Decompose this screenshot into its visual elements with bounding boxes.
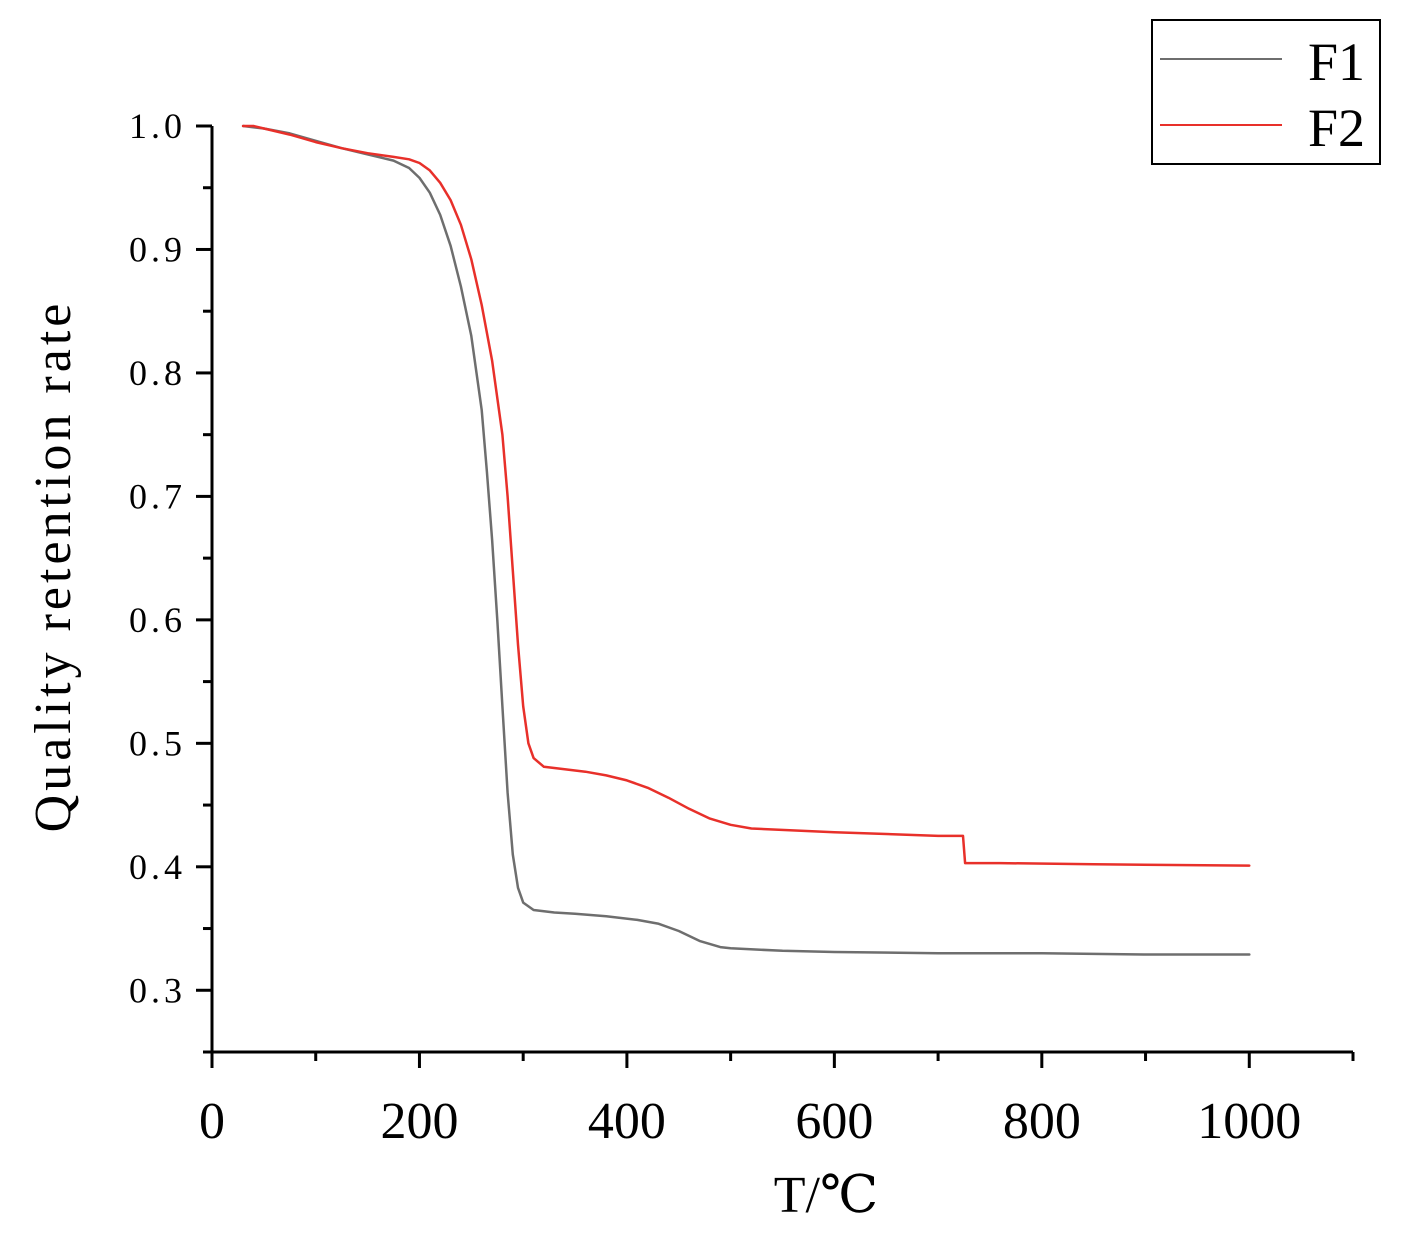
- legend-label-f2: F2: [1308, 98, 1365, 158]
- series-line-f2: [241, 124, 1251, 867]
- y-tick-label: 1.0: [129, 106, 186, 146]
- y-axis-title: Quality retention rate: [25, 300, 82, 833]
- x-tick-label: 1000: [1197, 1093, 1301, 1150]
- y-tick-label: 0.6: [129, 600, 186, 640]
- x-tick-label: 800: [1003, 1093, 1081, 1150]
- x-tick-label: 400: [588, 1093, 666, 1150]
- series-line-f1: [241, 124, 1251, 956]
- y-tick-label: 0.7: [129, 476, 186, 516]
- y-tick-label: 0.3: [129, 970, 186, 1010]
- legend-box: [1151, 19, 1381, 165]
- x-tick-label: 0: [199, 1093, 225, 1150]
- y-tick-label: 0.8: [129, 353, 186, 393]
- series-layer: [241, 124, 1251, 956]
- x-axis-title: T/℃: [774, 1167, 878, 1224]
- legend: F1 F2: [1151, 19, 1381, 165]
- x-tick-label: 600: [795, 1093, 873, 1150]
- x-axis-ticks: 0 200 400 600 800 1000: [199, 1052, 1355, 1150]
- y-tick-label: 0.9: [129, 229, 186, 269]
- axes: [210, 126, 1353, 1054]
- y-axis-ticks: 0.3 0.4 0.5 0.6 0.7 0.8 0.9 1.0: [129, 106, 212, 1054]
- y-tick-label: 0.4: [129, 847, 186, 887]
- legend-label-f1: F1: [1308, 32, 1365, 92]
- y-tick-label: 0.5: [129, 723, 186, 763]
- x-tick-label: 200: [380, 1093, 458, 1150]
